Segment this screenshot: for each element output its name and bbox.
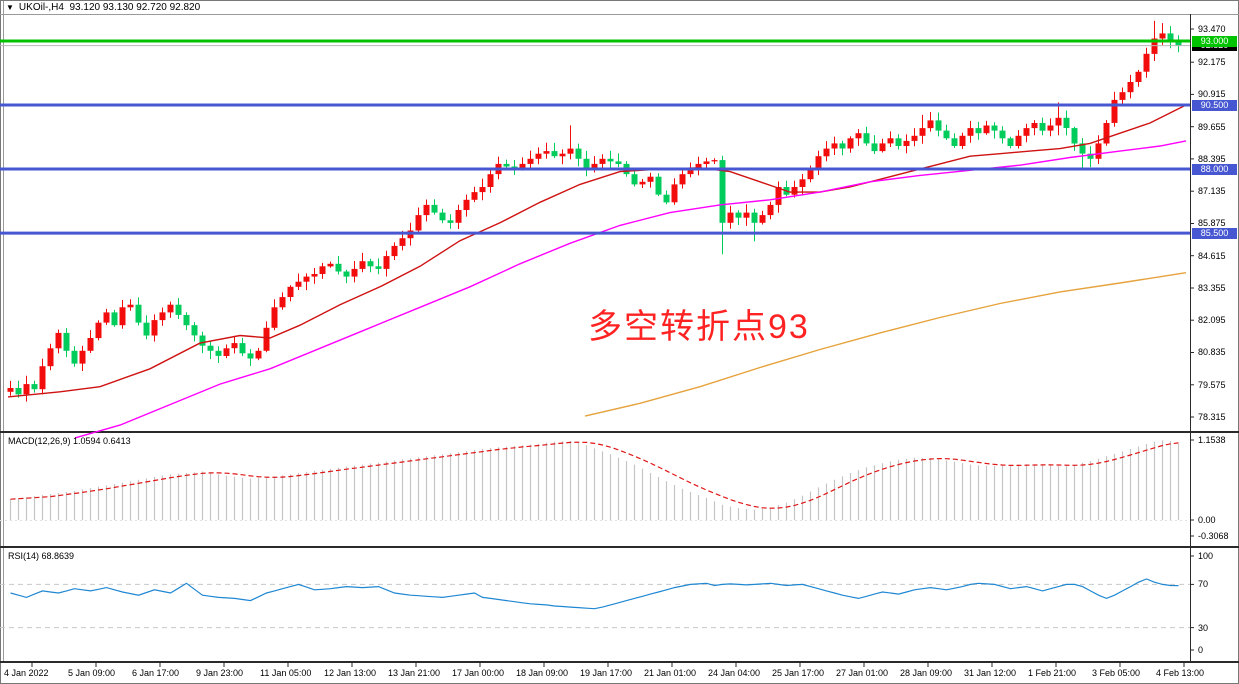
rsi-indicator-label: RSI(14) 68.8639	[8, 551, 75, 561]
symbol-dropdown-icon[interactable]: ▼	[6, 3, 14, 12]
macd-panel-surface[interactable]	[5, 434, 1190, 546]
rsi-panel-surface[interactable]	[5, 549, 1190, 661]
chart-bottom-border	[0, 661, 1239, 663]
rsi-line	[10, 578, 1179, 610]
main-macd-separator	[0, 431, 1239, 433]
main-chart-surface[interactable]	[5, 14, 1190, 431]
macd-rsi-separator	[0, 546, 1239, 548]
ma-slow-orange-line	[584, 272, 1187, 417]
ohlc-values: 93.120 93.130 92.720 92.820	[69, 2, 201, 13]
macd-indicator-label: MACD(12,26,9) 1.0594 0.6413	[8, 436, 131, 446]
symbol-title: UKOil-,H4	[18, 2, 64, 13]
time-axis-scale[interactable]	[5, 663, 1190, 684]
ma-mid-magenta-line	[74, 140, 1187, 439]
chart-header: ▼ UKOil-,H4 93.120 93.130 92.720 92.820	[6, 2, 200, 13]
chart-annotation-text[interactable]: 多空转折点93	[588, 308, 810, 346]
macd-histogram	[9, 440, 1180, 520]
price-axis-scale[interactable]	[1190, 14, 1239, 661]
macd-signal-line	[10, 441, 1179, 509]
